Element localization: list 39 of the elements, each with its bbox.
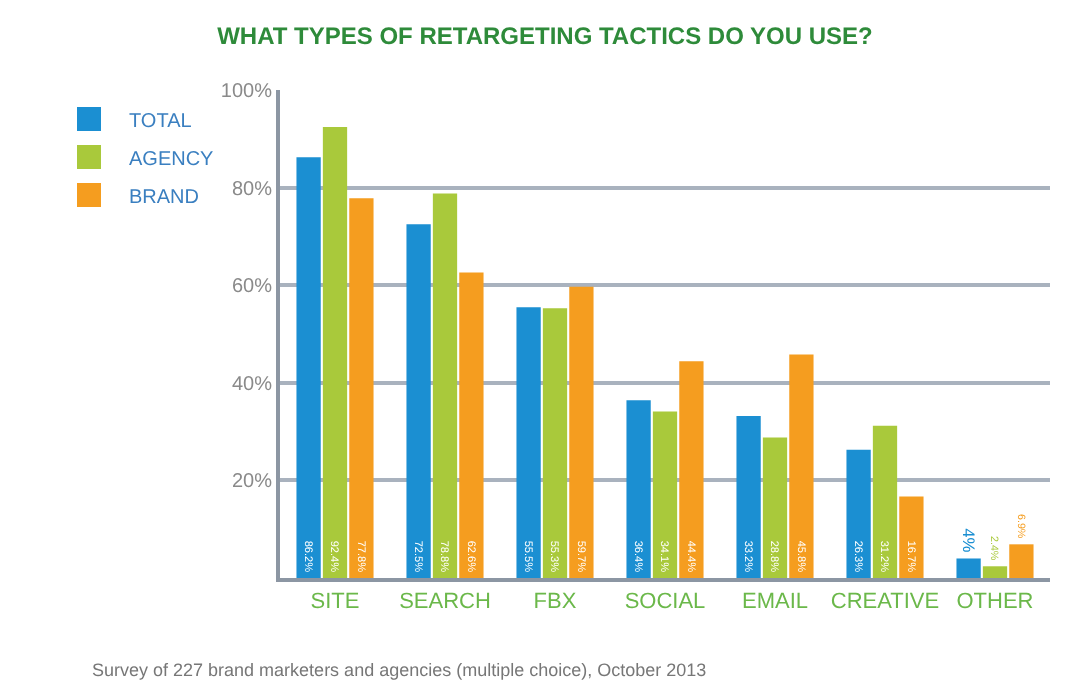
bar — [432, 193, 458, 578]
bar — [542, 308, 568, 578]
data-label: 4% — [959, 528, 979, 554]
bar — [626, 400, 651, 578]
bar — [406, 224, 431, 578]
bar — [736, 415, 761, 578]
legend-label: AGENCY — [129, 148, 215, 171]
bar — [459, 272, 484, 578]
y-tick-label: 40% — [231, 373, 273, 396]
bar — [1009, 544, 1034, 578]
y-tick-label: 100% — [220, 81, 273, 103]
x-tick-label: OTHER — [956, 590, 1034, 615]
y-tick-label: 60% — [231, 276, 273, 299]
bar — [899, 496, 924, 578]
legend-label: TOTAL — [129, 110, 193, 133]
bar — [322, 127, 348, 578]
bar — [789, 354, 814, 578]
text: Survey of 227 brand marketers and agencies (multiple choice), October 2013 — [92, 660, 707, 680]
legend-label: BRAND — [129, 186, 200, 209]
x-tick-label: FBX — [533, 590, 578, 615]
bar — [762, 437, 788, 578]
x-tick-label: SITE — [310, 590, 360, 615]
bar — [956, 558, 981, 578]
bar — [982, 566, 1008, 578]
bar — [349, 198, 374, 578]
bar — [652, 411, 678, 578]
x-tick-label: EMAIL — [741, 590, 809, 615]
bar — [516, 307, 541, 578]
y-tick-label: 80% — [231, 178, 273, 201]
bar — [296, 157, 321, 578]
x-tick-label: SEARCH — [399, 590, 491, 615]
x-tick-label: CREATIVE — [830, 590, 940, 615]
x-tick-label: SOCIAL — [624, 590, 706, 615]
bar — [679, 361, 704, 578]
chart-title: WHAT TYPES OF RETARGETING TACTICS DO YOU USE? — [217, 22, 873, 51]
bar — [846, 449, 871, 578]
bar — [872, 425, 898, 578]
bar — [569, 286, 594, 578]
y-tick-label: 20% — [231, 471, 273, 494]
